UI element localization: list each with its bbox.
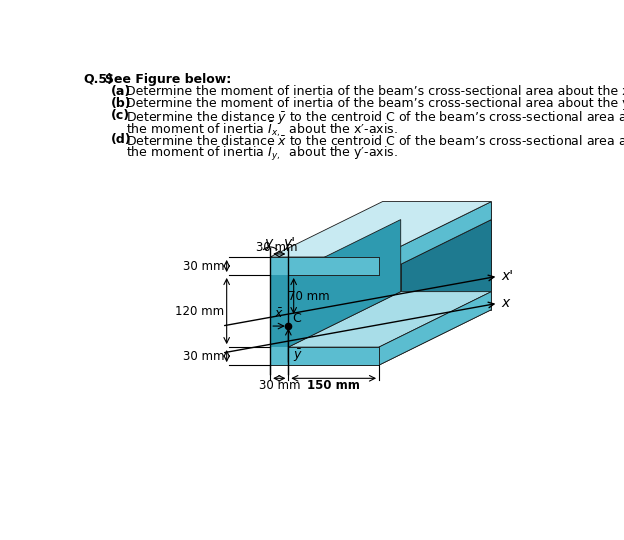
Text: 30 mm: 30 mm xyxy=(183,349,225,362)
Text: the moment of inertia $\bar{I}_{y,}$  about the y′-axis.: the moment of inertia $\bar{I}_{y,}$ abo… xyxy=(126,143,398,163)
Polygon shape xyxy=(270,309,491,365)
Polygon shape xyxy=(401,220,491,292)
Text: Determine the distance $\bar{x}$ to the centroid C of the beam’s cross-sectional: Determine the distance $\bar{x}$ to the … xyxy=(126,132,624,150)
Text: y: y xyxy=(265,237,273,251)
Text: 120 mm: 120 mm xyxy=(175,305,225,318)
Text: (a): (a) xyxy=(110,85,131,98)
Text: C: C xyxy=(292,312,301,325)
Text: Determine the moment of inertia of the beam’s cross-sectional area about the x-a: Determine the moment of inertia of the b… xyxy=(126,85,624,98)
Text: Determine the distance $\bar{y}$ to the centroid C of the beam’s cross-sectional: Determine the distance $\bar{y}$ to the … xyxy=(126,110,624,126)
Polygon shape xyxy=(379,201,491,275)
Polygon shape xyxy=(270,275,288,347)
Text: $\bar{y}$: $\bar{y}$ xyxy=(293,348,303,364)
Text: 30 mm: 30 mm xyxy=(258,379,300,392)
Text: 70 mm: 70 mm xyxy=(288,289,329,302)
Polygon shape xyxy=(288,220,401,347)
Text: 150 mm: 150 mm xyxy=(307,379,360,392)
Polygon shape xyxy=(288,292,491,347)
Polygon shape xyxy=(270,257,379,365)
Text: y': y' xyxy=(284,237,296,251)
Text: See Figure below:: See Figure below: xyxy=(105,72,232,85)
Polygon shape xyxy=(383,201,491,309)
Text: (d): (d) xyxy=(110,132,131,146)
Text: Q.5): Q.5) xyxy=(84,72,114,85)
Text: (b): (b) xyxy=(110,97,131,110)
Text: $\bar{x}$: $\bar{x}$ xyxy=(274,307,284,321)
Text: the moment of inertia $\bar{I}_{x,}$  about the x′-axis.: the moment of inertia $\bar{I}_{x,}$ abo… xyxy=(126,120,398,139)
Text: (c): (c) xyxy=(110,110,130,123)
Polygon shape xyxy=(379,292,491,365)
Text: Determine the moment of inertia of the beam’s cross-sectional area about the y-a: Determine the moment of inertia of the b… xyxy=(126,97,624,110)
Text: 30 mm: 30 mm xyxy=(183,260,225,273)
Text: x': x' xyxy=(501,269,514,283)
Polygon shape xyxy=(379,220,491,347)
Polygon shape xyxy=(270,257,379,365)
Polygon shape xyxy=(270,201,491,257)
Text: 30 mm: 30 mm xyxy=(256,240,298,254)
Text: x: x xyxy=(501,296,510,310)
Polygon shape xyxy=(288,220,491,275)
